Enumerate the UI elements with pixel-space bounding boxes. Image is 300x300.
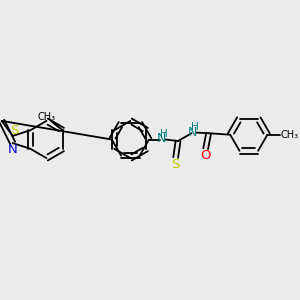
Text: O: O — [200, 149, 211, 162]
Text: N: N — [8, 142, 18, 156]
Text: S: S — [172, 158, 180, 171]
Text: N: N — [156, 132, 166, 146]
Text: CH₃: CH₃ — [280, 130, 298, 140]
Text: H: H — [160, 129, 168, 139]
Text: N: N — [188, 126, 197, 139]
Text: S: S — [11, 124, 19, 137]
Text: H: H — [191, 122, 199, 132]
Text: CH₃: CH₃ — [38, 112, 56, 122]
